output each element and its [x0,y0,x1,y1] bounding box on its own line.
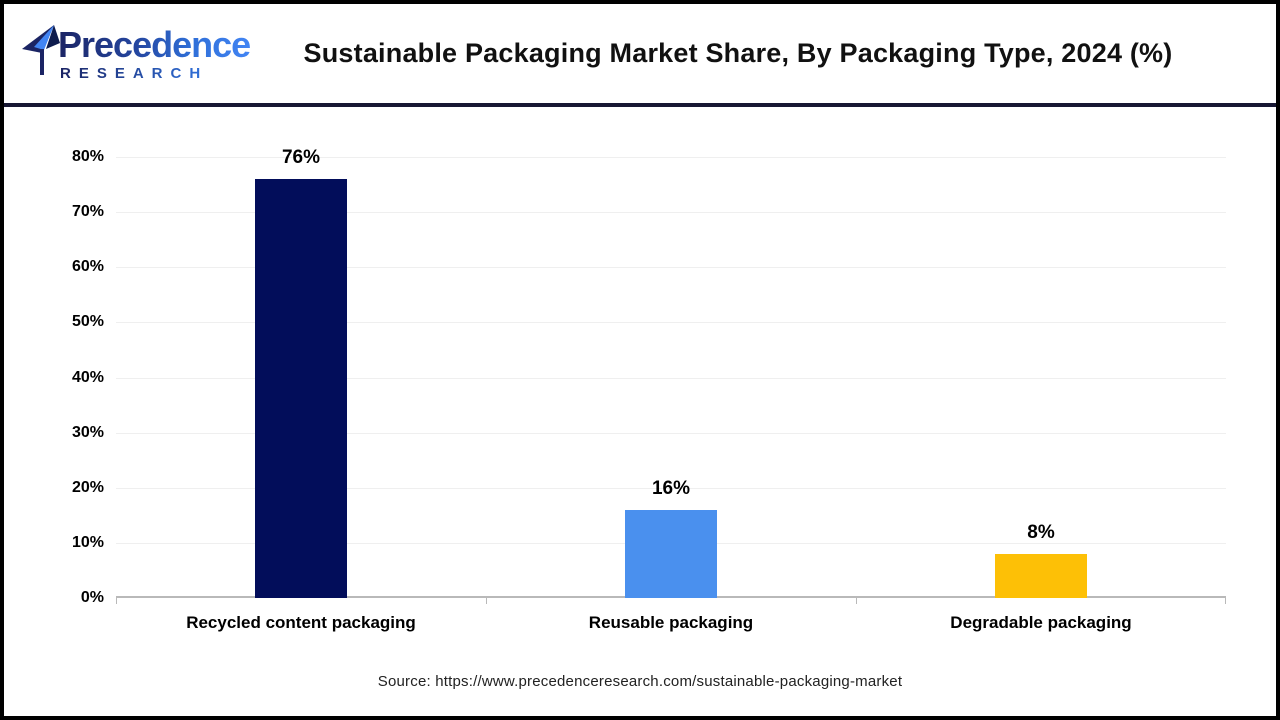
logo-subtitle: RESEARCH [60,66,250,81]
gridline-30 [116,432,1226,434]
gridline-20 [116,487,1226,489]
bar-2 [625,509,717,598]
y-tick-label-20: 20% [71,478,104,496]
bar-value-label-1: 76% [281,147,321,169]
category-label-3: Degradable packaging [950,613,1132,632]
gridline-80 [116,157,1226,158]
bar-1 [255,179,347,598]
gridline-60 [116,267,1226,269]
logo-wordmark: Precedence [58,23,251,65]
y-axis-labels: 0% 10% 20% 30% 40% 50% 60% 70% 80% [4,107,104,716]
category-label-1: Recycled content packaging [186,613,416,632]
logo-pinwheel-icon [22,24,60,75]
gridline-40 [116,377,1226,379]
y-tick-label-10: 10% [71,533,104,551]
title-wrap: Sustainable Packaging Market Share, By P… [230,38,1276,69]
source-text: Source: https://www.precedenceresearch.c… [377,673,903,690]
chart-area: 0% 10% 20% 30% 40% 50% 60% 70% 80% 76% 16% 8% Recy… [4,107,1276,716]
axis-tick [116,598,117,604]
source-row: Source: https://www.precedenceresearch.c… [4,673,1276,691]
axis-tick [856,598,857,604]
y-tick-label-0: 0% [80,589,104,606]
y-tick-label-60: 60% [71,258,104,276]
x-axis-labels: Recycled content packaging Reusable packa… [116,613,1226,643]
bar-value-label-2: 16% [651,477,691,499]
axis-tick [486,598,487,604]
y-tick-label-30: 30% [71,423,104,441]
plot-area: 76% 16% 8% [116,147,1226,604]
chart-title: Sustainable Packaging Market Share, By P… [303,38,1173,68]
header: Precedence RESEARCH Sustainable Packagin… [4,4,1276,107]
y-tick-label-70: 70% [71,203,104,221]
bar-3 [995,553,1087,598]
precedence-research-logo: Precedence RESEARCH [20,24,251,81]
bar-value-label-3: 8% [1027,521,1055,543]
gridline-50 [116,322,1226,324]
y-tick-label-50: 50% [71,313,104,331]
category-label-2: Reusable packaging [588,613,754,632]
logo-text: Precedence RESEARCH [58,23,251,81]
y-tick-label-40: 40% [71,368,104,386]
y-tick-label-80: 80% [71,148,104,165]
gridline-70 [116,212,1226,214]
axis-tick [1225,598,1226,604]
